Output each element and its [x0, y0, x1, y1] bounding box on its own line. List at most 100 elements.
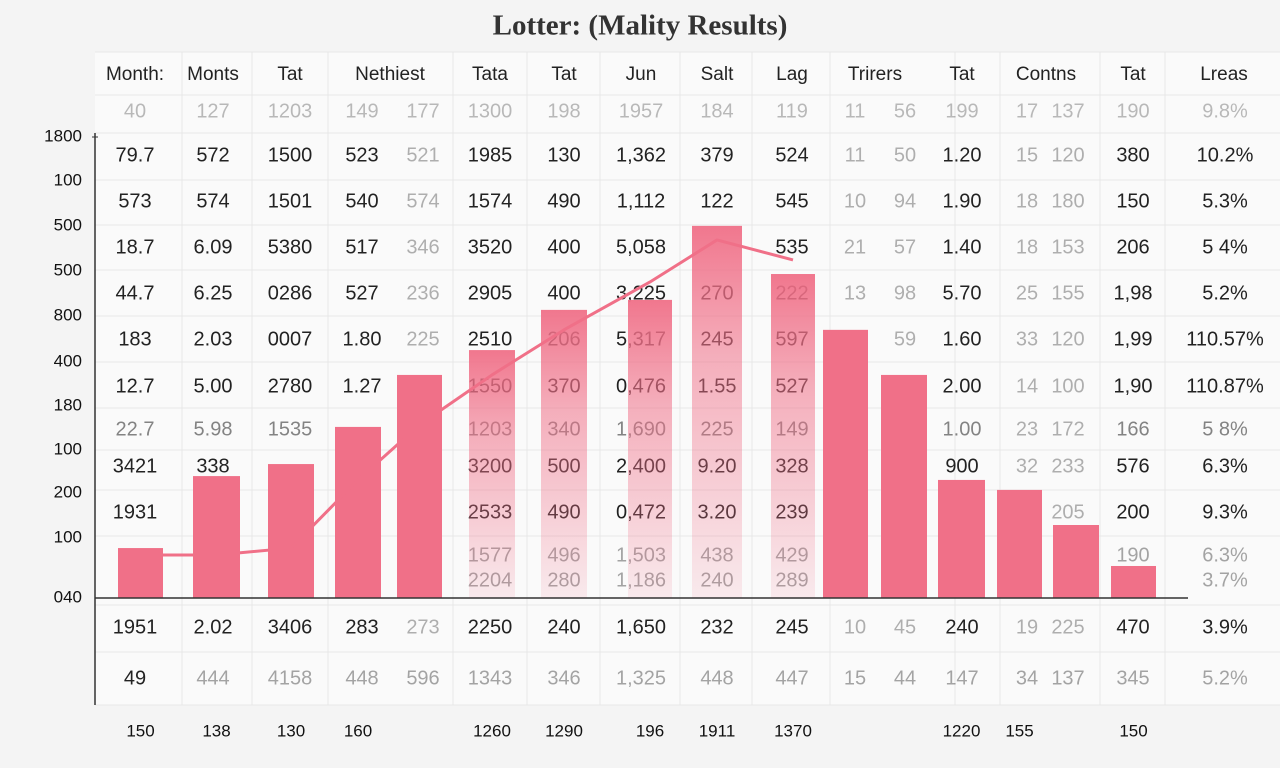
table-cell: 206 [1116, 236, 1149, 258]
x-tick-label: 1911 [699, 721, 736, 740]
table-cell: 120 [1051, 328, 1084, 350]
table-cell: 1.40 [943, 236, 982, 258]
table-cell: 596 [406, 667, 439, 689]
bar [1111, 565, 1156, 598]
table-cell: 6.3% [1202, 455, 1248, 477]
table-cell: 10.2% [1197, 144, 1254, 166]
table-cell: 79.7 [116, 144, 155, 166]
table-cell: 5 4% [1202, 236, 1248, 258]
table-cell: 1500 [268, 144, 313, 166]
table-cell: 1.90 [943, 190, 982, 212]
y-axis-label: 100 [54, 170, 82, 189]
table-cell: 0007 [268, 328, 313, 350]
table-cell: 199 [945, 100, 978, 122]
x-tick-label: 1220 [943, 721, 981, 740]
column-header: Contns [1016, 64, 1076, 85]
table-cell: 2.02 [194, 616, 233, 638]
bar [397, 374, 442, 598]
y-axis-label: 200 [54, 482, 82, 501]
table-cell: 11 [845, 100, 866, 122]
x-tick-label: 150 [1119, 721, 1147, 740]
bar [1053, 525, 1099, 598]
table-cell: 12.7 [116, 375, 155, 397]
table-cell: 15 [1016, 144, 1038, 166]
x-tick-label: 155 [1005, 721, 1033, 740]
table-cell: 5.2% [1202, 282, 1248, 304]
table-cell: 17 [1016, 100, 1038, 122]
bar [823, 329, 868, 598]
x-tick-label: 1290 [545, 721, 583, 740]
table-cell: 45 [894, 616, 916, 638]
x-tick-label: 130 [277, 721, 305, 740]
table-cell: 11 [845, 144, 866, 166]
table-cell: 5.70 [943, 282, 982, 304]
table-cell: 166 [1116, 418, 1149, 440]
x-tick-label: 150 [126, 721, 154, 740]
table-cell: 379 [700, 144, 733, 166]
table-cell: 5.00 [194, 375, 233, 397]
table-cell: 517 [345, 236, 378, 258]
table-cell: 5.3% [1202, 190, 1248, 212]
table-cell: 23 [1016, 418, 1038, 440]
table-cell: 1.60 [943, 328, 982, 350]
table-cell: 155 [1051, 282, 1084, 304]
bar [692, 225, 742, 599]
table-cell: 338 [196, 455, 229, 477]
table-cell: 22.7 [116, 418, 155, 440]
table-cell: 283 [345, 616, 378, 638]
table-cell: 98 [894, 282, 916, 304]
table-cell: 59 [894, 328, 916, 350]
bar [997, 489, 1042, 598]
table-cell: 149 [345, 100, 378, 122]
table-cell: 245 [775, 616, 808, 638]
table-cell: 233 [1051, 455, 1084, 477]
table-cell: 1957 [619, 100, 664, 122]
x-tick-label: 160 [344, 721, 372, 740]
column-header: Tat [949, 64, 975, 85]
table-cell: 19 [1016, 616, 1038, 638]
table-cell: 448 [345, 667, 378, 689]
column-header: Lag [776, 64, 808, 85]
table-cell: 32 [1016, 455, 1038, 477]
table-cell: 1343 [468, 667, 513, 689]
table-cell: 10 [844, 190, 866, 212]
column-header: Tata [472, 64, 508, 85]
table-cell: 44 [894, 667, 916, 689]
table-cell: 25 [1016, 282, 1038, 304]
column-header: Monts [187, 64, 239, 85]
table-cell: 2905 [468, 282, 513, 304]
table-cell: 110.57% [1186, 328, 1264, 350]
table-cell: 574 [196, 190, 229, 212]
table-cell: 190 [1116, 544, 1149, 566]
table-cell: 137 [1051, 100, 1084, 122]
table-cell: 150 [1116, 190, 1149, 212]
table-cell: 490 [547, 190, 580, 212]
table-cell: 273 [406, 616, 439, 638]
table-cell: 13 [844, 282, 866, 304]
bar [193, 476, 240, 598]
table-cell: 572 [196, 144, 229, 166]
y-axis-label: 400 [54, 351, 82, 370]
trend-line [140, 238, 794, 557]
table-cell: 110.87% [1186, 375, 1264, 397]
table-cell: 6.25 [194, 282, 233, 304]
table-cell: 15 [844, 667, 866, 689]
table-cell: 380 [1116, 144, 1149, 166]
table-cell: 119 [776, 100, 808, 122]
table-cell: 3406 [268, 616, 313, 638]
table-cell: 14 [1016, 375, 1038, 397]
table-cell: 573 [118, 190, 151, 212]
y-axis-label: 180 [54, 395, 82, 414]
table-cell: 1985 [468, 144, 513, 166]
table-cell: 2510 [468, 328, 513, 350]
table-cell: 1535 [268, 418, 313, 440]
column-header: Tat [551, 64, 577, 85]
table-cell: 5 8% [1202, 418, 1248, 440]
table-cell: 1951 [113, 616, 158, 638]
table-cell: 470 [1116, 616, 1149, 638]
table-cell: 1,99 [1114, 328, 1153, 350]
table-cell: 5,058 [616, 236, 666, 258]
table-cell: 1501 [268, 190, 313, 212]
table-cell: 21 [844, 236, 866, 258]
